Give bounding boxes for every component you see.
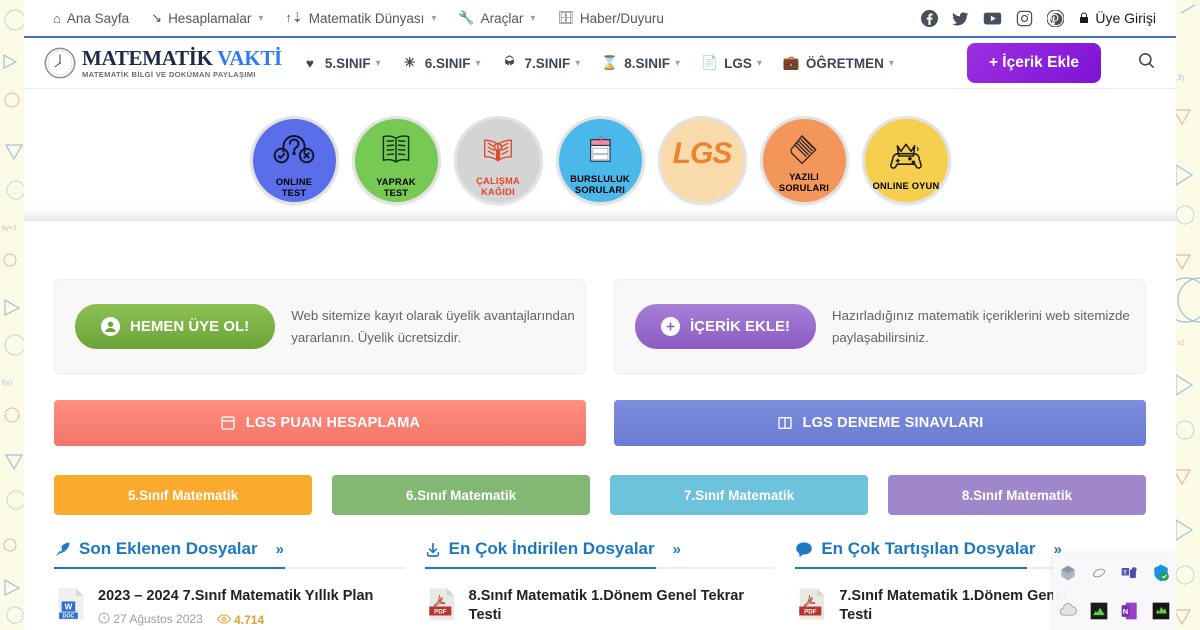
svg-text:PDF: PDF xyxy=(804,608,817,615)
svg-text:xy+1: xy+1 xyxy=(2,225,17,232)
svg-text:N: N xyxy=(1123,607,1128,616)
svg-text:W: W xyxy=(65,602,73,611)
svg-text:?: ? xyxy=(598,135,604,145)
svg-text:f(x): f(x) xyxy=(2,380,12,387)
svg-text:DOC: DOC xyxy=(63,614,75,620)
svg-text:T: T xyxy=(1123,571,1127,577)
svg-text:PDF: PDF xyxy=(434,608,447,615)
